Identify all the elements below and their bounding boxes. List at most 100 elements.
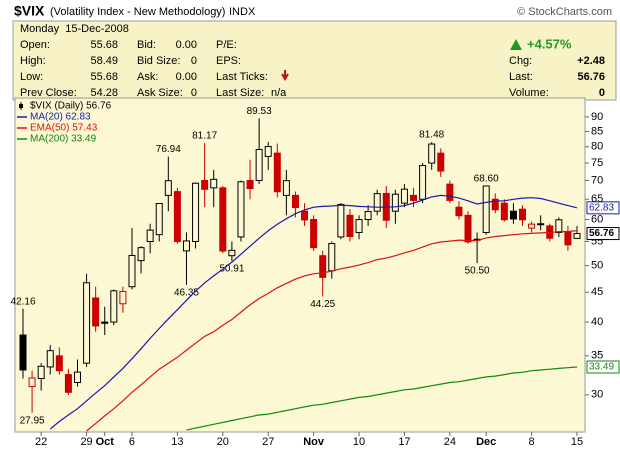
candle-body: [28, 377, 36, 388]
candle-body: [92, 297, 100, 327]
x-tick-label: Nov: [303, 436, 325, 448]
candle-body: [73, 371, 81, 383]
last-value-badge: [586, 360, 620, 374]
up-arrow-icon: [510, 39, 522, 50]
field-label: Last Ticks:: [216, 71, 268, 83]
candle-body: [337, 203, 345, 238]
candle-body: [55, 355, 63, 372]
high-label: 42.16: [10, 296, 35, 307]
candle-body: [464, 214, 472, 243]
candle-body: [500, 202, 508, 221]
candle-body: [210, 178, 218, 189]
candle-body: [228, 249, 236, 257]
field-label: Last Size:: [216, 87, 264, 99]
field-value: 0: [191, 87, 197, 99]
candle-body: [164, 180, 172, 196]
candle-body: [137, 247, 145, 262]
candle-body: [110, 290, 118, 323]
moving-average-line: [186, 366, 578, 431]
candle-body: [428, 143, 436, 164]
field-value: 0: [599, 87, 605, 99]
candle-body: [291, 194, 299, 209]
high-label: 81.17: [192, 131, 217, 142]
field-value: 0.00: [176, 39, 197, 51]
candle-body: [128, 254, 136, 288]
last-value-badge: [586, 201, 620, 215]
field-label: Ask:: [137, 71, 158, 83]
candle-body: [400, 188, 408, 204]
candle-body: [146, 229, 154, 243]
y-tick-label: 50: [591, 260, 603, 272]
candle-body: [182, 240, 190, 252]
candle-body: [192, 182, 200, 243]
x-tick-label: 10: [353, 436, 365, 448]
candle-body: [437, 152, 445, 172]
x-tick-label: 24: [444, 436, 456, 448]
field-label: High:: [20, 55, 46, 67]
candle-body: [537, 223, 545, 226]
field-value: 55.68: [90, 71, 118, 83]
low-label: 44.25: [310, 299, 335, 310]
exchange: INDX: [229, 6, 256, 18]
moving-average-line: [49, 194, 578, 430]
field-value: 0.00: [176, 71, 197, 83]
candle-body: [173, 191, 181, 243]
candle-body: [509, 210, 517, 220]
legend-entry: $VIX (Daily) 56.76: [30, 101, 112, 112]
last-value-label: 62.83: [589, 202, 614, 213]
field-value: 58.49: [90, 55, 118, 67]
y-tick-label: 45: [591, 286, 603, 298]
candle-body: [83, 282, 91, 364]
last-value-label: 56.76: [589, 228, 614, 239]
candle-body: [301, 210, 309, 221]
candle-body: [19, 334, 27, 371]
field-value: 54.28: [90, 87, 118, 99]
symbol: $VIX: [14, 3, 45, 19]
x-tick-label: 13: [171, 436, 183, 448]
candle-body: [364, 211, 372, 221]
y-tick-label: 60: [591, 213, 603, 225]
last-value-label: 33.49: [589, 362, 614, 373]
candle-body: [455, 206, 463, 217]
candle-body: [573, 233, 581, 239]
field-label: Ask Size:: [137, 87, 183, 99]
y-tick-label: 90: [591, 111, 603, 123]
x-tick-label: 15: [571, 436, 583, 448]
candle-body: [446, 183, 454, 201]
x-tick-label: 8: [529, 436, 535, 448]
candle-body: [346, 214, 354, 238]
change-percent: +4.57%: [527, 36, 572, 51]
low-label: 50.91: [219, 264, 244, 275]
quote-date: Monday 15-Dec-2008: [20, 23, 129, 35]
candle-body: [264, 146, 272, 157]
field-value: 0: [191, 55, 197, 67]
x-tick-label: 6: [129, 436, 135, 448]
x-tick-label: 29: [80, 436, 92, 448]
x-tick-label: Oct: [96, 436, 115, 448]
field-label: Open:: [20, 39, 50, 51]
candle-body: [391, 193, 399, 212]
quote-panel: [12, 20, 617, 101]
last-value-badge: [586, 227, 620, 241]
plot-area: [14, 97, 586, 433]
candle-body: [155, 202, 163, 236]
field-label: P/E:: [216, 39, 237, 51]
field-value: 56.76: [577, 71, 605, 83]
candle-body: [482, 185, 490, 233]
low-label: 50.50: [465, 266, 490, 277]
x-tick-label: 27: [262, 436, 274, 448]
legend-entry: EMA(50) 57.43: [30, 123, 98, 134]
candle-body: [528, 223, 536, 229]
candle-body: [46, 350, 54, 368]
field-label: Bid:: [137, 39, 156, 51]
field-value: n/a: [271, 87, 287, 99]
candle-body: [101, 321, 109, 324]
candle-body: [328, 243, 336, 272]
last-tick-arrow: [281, 70, 289, 81]
field-label: Prev Close:: [20, 87, 77, 99]
field-label: Bid Size:: [137, 55, 180, 67]
candle-body: [64, 374, 72, 393]
y-tick-label: 70: [591, 174, 603, 186]
high-label: 68.60: [474, 173, 499, 184]
